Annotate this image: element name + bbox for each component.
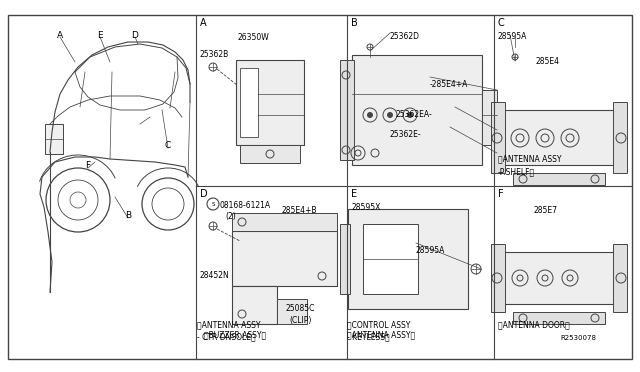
Bar [513, 173, 605, 185]
Text: 25085C: 25085C [286, 304, 316, 313]
Text: A: A [57, 31, 63, 39]
Text: D: D [132, 31, 138, 39]
Text: 〈ANTENNA ASSY: 〈ANTENNA ASSY [197, 320, 260, 329]
Text: 28595X: 28595X [352, 203, 381, 212]
Text: 〈ANTENNA ASSY: 〈ANTENNA ASSY [498, 154, 561, 163]
Text: - KEYLESS〉: - KEYLESS〉 [347, 332, 390, 341]
Text: D: D [200, 189, 207, 199]
Text: 285E4+B: 285E4+B [282, 206, 317, 215]
Text: A: A [200, 18, 207, 28]
Text: -285E4+A: -285E4+A [430, 80, 468, 89]
Text: F: F [498, 189, 504, 199]
Bar [482, 90, 497, 145]
Text: B: B [125, 212, 131, 221]
Text: F: F [85, 161, 91, 170]
Text: 08168-6121A: 08168-6121A [220, 201, 271, 210]
Bar [240, 145, 300, 163]
Text: C: C [165, 141, 171, 151]
Bar [503, 110, 615, 165]
Text: 28595A: 28595A [498, 32, 527, 41]
Bar [232, 213, 337, 231]
Bar [503, 252, 615, 304]
Text: 25362EA-: 25362EA- [395, 110, 432, 119]
Bar [491, 102, 505, 173]
Text: 28595A: 28595A [416, 246, 445, 255]
Text: 285E7: 285E7 [534, 206, 558, 215]
Bar [236, 60, 304, 145]
Bar [232, 286, 277, 324]
Bar [340, 224, 350, 294]
Bar [232, 231, 337, 286]
Text: 25362D: 25362D [390, 32, 420, 41]
Text: 25362B: 25362B [200, 50, 229, 59]
Text: E: E [97, 31, 103, 39]
Text: 〈ANTENNA ASSY〉: 〈ANTENNA ASSY〉 [347, 330, 415, 339]
Bar [277, 299, 307, 324]
Text: 〈CONTROL ASSY: 〈CONTROL ASSY [347, 320, 410, 329]
Circle shape [407, 112, 413, 118]
Bar [513, 312, 605, 324]
Text: R2530078: R2530078 [560, 335, 596, 341]
Text: -P.SHELF〉: -P.SHELF〉 [498, 167, 535, 176]
Text: (2): (2) [225, 212, 236, 221]
Bar [363, 224, 418, 294]
Text: 25362E-: 25362E- [390, 130, 422, 139]
Text: 285E4: 285E4 [535, 57, 559, 66]
Bar [352, 55, 482, 165]
Bar [348, 209, 468, 309]
Bar [613, 102, 627, 173]
Bar [340, 60, 354, 160]
Bar [613, 244, 627, 312]
Text: B: B [351, 18, 358, 28]
Text: 〈BUZZER ASSY〉: 〈BUZZER ASSY〉 [204, 330, 266, 339]
Bar [491, 244, 505, 312]
Text: C: C [498, 18, 505, 28]
Bar [240, 68, 258, 137]
Bar [45, 124, 63, 154]
Text: 〈ANTENNA DOOR〉: 〈ANTENNA DOOR〉 [498, 320, 570, 329]
Circle shape [367, 112, 373, 118]
Text: 26350W: 26350W [238, 33, 269, 42]
Text: 28452N: 28452N [200, 271, 230, 280]
Text: E: E [351, 189, 357, 199]
Circle shape [387, 112, 393, 118]
Text: S: S [211, 202, 215, 206]
Text: (CLIP): (CLIP) [289, 316, 312, 325]
Text: - CTR DNSOLE〉: - CTR DNSOLE〉 [197, 332, 255, 341]
